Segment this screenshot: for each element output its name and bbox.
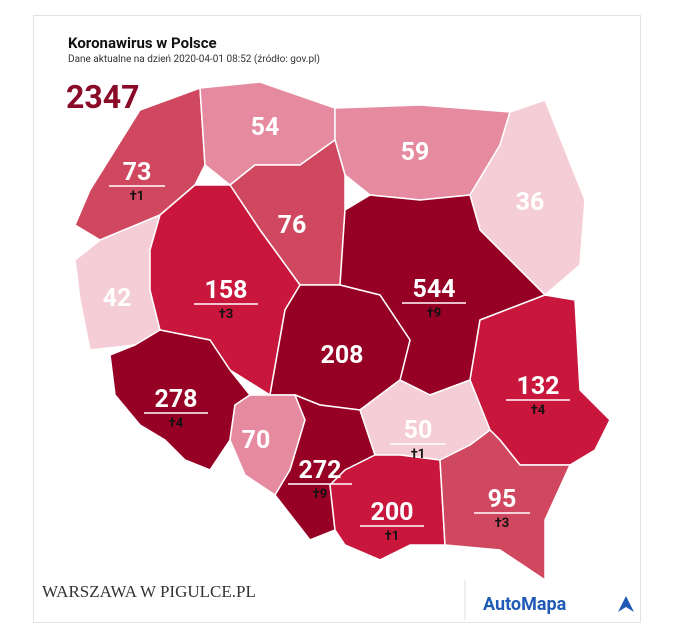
case-count: 50 [404, 416, 433, 445]
regions [74, 81, 611, 581]
death-count: †4 [531, 403, 546, 418]
case-count: 278 [154, 385, 197, 414]
logo-left: WARSZAWA W PIGULCE.PL [42, 582, 256, 601]
case-count: 208 [320, 341, 363, 370]
case-count: 59 [401, 138, 430, 167]
death-count: †3 [219, 307, 233, 322]
case-count: 73 [123, 158, 152, 187]
case-count: 70 [242, 426, 271, 455]
death-count: †3 [495, 516, 509, 531]
case-count: 36 [516, 188, 545, 217]
case-count: 76 [278, 211, 307, 240]
region [329, 454, 446, 561]
death-count: †4 [169, 416, 184, 431]
case-count: 200 [370, 498, 413, 527]
labels: 73 †1 54 59 36 76 42 158 †3 544 †9 208 132 †4 278 †4 70 2… [103, 113, 570, 544]
region [74, 214, 161, 351]
case-count: 158 [204, 276, 247, 305]
region [109, 329, 251, 471]
total: 2347 [66, 78, 139, 116]
case-count: 54 [251, 113, 280, 142]
case-count: 544 [412, 275, 455, 304]
case-count: 272 [298, 456, 341, 485]
logo-arrow [618, 596, 634, 612]
title: Koronawirus w Polsce [68, 34, 217, 52]
death-count: †1 [385, 529, 399, 544]
death-count: †1 [411, 447, 425, 462]
death-count: †1 [130, 189, 144, 204]
region [439, 429, 571, 581]
subtitle: Dane aktualne na dzień 2020-04-01 08:52 … [68, 53, 320, 65]
case-count: 42 [103, 284, 132, 313]
case-count: 132 [516, 372, 559, 401]
logo-right: AutoMapa [483, 594, 567, 615]
death-count: †9 [313, 487, 327, 502]
death-count: †9 [427, 306, 441, 321]
case-count: 95 [488, 485, 517, 514]
